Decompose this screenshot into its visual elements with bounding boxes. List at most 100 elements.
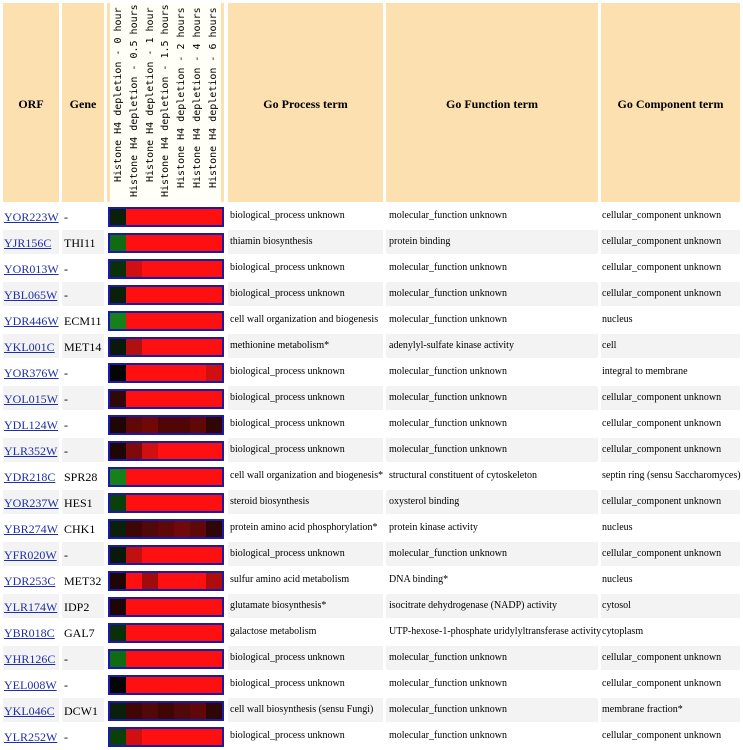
heatmap-cell <box>142 677 158 693</box>
heatmap-cell <box>206 391 222 407</box>
heatmap-cell <box>206 547 222 563</box>
table-row: YJR156C THI11 thiamin biosynthesis protein … <box>0 230 743 254</box>
cell-background <box>3 282 59 306</box>
heatmap-cell <box>190 469 206 485</box>
header-orf-label: ORF <box>18 97 44 111</box>
expression-heatmap <box>108 701 224 721</box>
expression-heatmap <box>108 597 224 617</box>
go-process-term: biological_process unknown <box>230 392 345 403</box>
heatmap-cell <box>174 339 190 355</box>
heatmap-cell <box>142 261 158 277</box>
heatmap-cell <box>158 651 174 667</box>
heatmap-cell <box>110 313 126 329</box>
heatmap-cell <box>206 651 222 667</box>
table-row: YOL015W - biological_process unknown molecu… <box>0 386 743 410</box>
heatmap-cell <box>190 313 206 329</box>
heatmap-cell <box>158 235 174 251</box>
orf-link[interactable]: YDR253C <box>4 574 56 588</box>
go-process-term: galactose metabolism <box>230 626 317 637</box>
heatmap-cell <box>190 651 206 667</box>
orf-link[interactable]: YOR237W <box>4 496 59 510</box>
heatmap-cell <box>110 703 126 719</box>
orf-link[interactable]: YDL124W <box>4 418 58 432</box>
orf-link[interactable]: YLR252W <box>4 730 58 744</box>
timepoint-label: Histone H4 depletion - 1 hour <box>144 7 156 182</box>
cell-background <box>62 438 104 462</box>
heatmap-cell <box>174 703 190 719</box>
go-process-term: cell wall biosynthesis (sensu Fungi) <box>230 704 374 715</box>
cell-background <box>601 646 740 670</box>
go-process-term: biological_process unknown <box>230 730 345 741</box>
orf-link[interactable]: YBR274W <box>4 522 58 536</box>
orf-link[interactable]: YHR126C <box>4 652 56 666</box>
expression-heatmap <box>108 415 224 435</box>
orf-link[interactable]: YBL065W <box>4 288 58 302</box>
heatmap-cell <box>142 209 158 225</box>
orf-link[interactable]: YKL001C <box>4 340 55 354</box>
go-component-term: cellular_component unknown <box>602 262 722 273</box>
heatmap-cell <box>142 573 158 589</box>
orf-link[interactable]: YOR223W <box>4 210 59 224</box>
orf-link[interactable]: YOL015W <box>4 392 58 406</box>
heatmap-cell <box>126 417 142 433</box>
cell-background <box>386 282 598 306</box>
table-row: YDR446W ECM11 cell wall organization and b… <box>0 308 743 332</box>
cell-background <box>62 646 104 670</box>
heatmap-cell <box>142 521 158 537</box>
cell-background <box>3 646 59 670</box>
heatmap-cell <box>158 573 174 589</box>
expression-heatmap <box>108 493 224 513</box>
orf-link[interactable]: YOR013W <box>4 262 59 276</box>
go-function-term: protein binding <box>389 236 451 247</box>
heatmap-cell <box>174 313 190 329</box>
heatmap-cell <box>110 391 126 407</box>
orf-link[interactable]: YJR156C <box>4 236 52 250</box>
gene-name: ECM11 <box>64 314 102 328</box>
orf-link[interactable]: YLR174W <box>4 600 58 614</box>
cell-background <box>601 698 740 722</box>
go-component-term: cellular_component unknown <box>602 730 722 741</box>
table-row: YOR376W - biological_process unknown molecu… <box>0 360 743 384</box>
cell-background <box>62 542 104 566</box>
gene-name: - <box>64 392 68 406</box>
orf-link[interactable]: YDR446W <box>4 314 59 328</box>
heatmap-cell <box>126 365 142 381</box>
heatmap-cell <box>158 625 174 641</box>
orf-link[interactable]: YKL046C <box>4 704 55 718</box>
heatmap-cell <box>142 547 158 563</box>
go-component-term: nucleus <box>602 314 633 325</box>
heatmap-cell <box>158 677 174 693</box>
heatmap-cell <box>126 703 142 719</box>
orf-link[interactable]: YFR020W <box>4 548 57 562</box>
go-function-term: molecular_function unknown <box>389 678 508 689</box>
cell-background <box>62 412 104 436</box>
orf-link[interactable]: YDR218C <box>4 470 56 484</box>
heatmap-cell <box>126 209 142 225</box>
heatmap-cell <box>158 209 174 225</box>
heatmap-cell <box>110 235 126 251</box>
gene-name: - <box>64 366 68 380</box>
orf-link[interactable]: YEL008W <box>4 678 57 692</box>
heatmap-cell <box>158 287 174 303</box>
go-function-term: molecular_function unknown <box>389 418 508 429</box>
cell-background <box>386 542 598 566</box>
heatmap-cell <box>110 677 126 693</box>
gene-name: SPR28 <box>64 470 98 484</box>
cell-background <box>228 334 383 358</box>
heatmap-cell <box>110 209 126 225</box>
orf-link[interactable]: YOR376W <box>4 366 59 380</box>
heatmap-cell <box>174 651 190 667</box>
gene-name: - <box>64 288 68 302</box>
expression-heatmap <box>108 259 224 279</box>
gene-name: IDP2 <box>64 600 90 614</box>
cell-background <box>228 230 383 254</box>
heatmap-cell <box>190 235 206 251</box>
orf-link[interactable]: YBR018C <box>4 626 55 640</box>
orf-link[interactable]: YLR352W <box>4 444 58 458</box>
go-component-term: cellular_component unknown <box>602 418 722 429</box>
header-function-label: Go Function term <box>446 97 538 111</box>
cell-background <box>386 490 598 514</box>
go-function-term: molecular_function unknown <box>389 444 508 455</box>
expression-heatmap <box>108 233 224 253</box>
gene-name: - <box>64 652 68 666</box>
